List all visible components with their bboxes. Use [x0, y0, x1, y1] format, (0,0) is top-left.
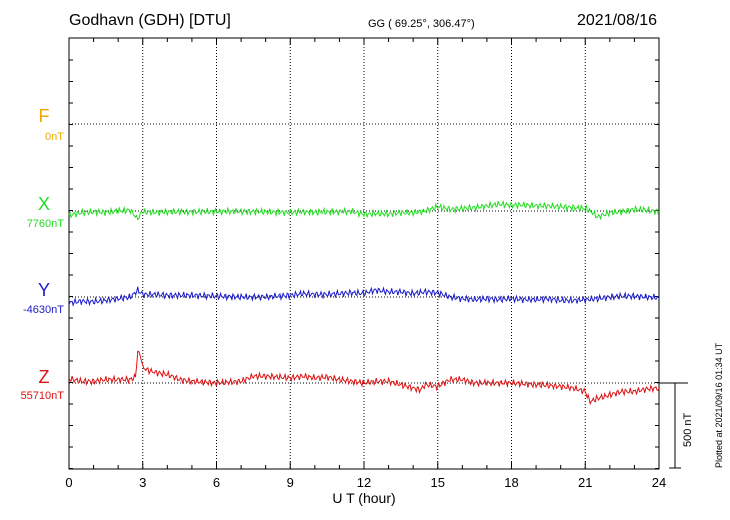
x-tick-label: 9 [287, 475, 294, 490]
component-base-f: 0nT [45, 131, 64, 143]
component-base-z: 55710nT [20, 390, 64, 402]
component-letter-f: F [38, 106, 50, 126]
x-tick-label: 0 [65, 475, 72, 490]
x-tick-labels: 0 3 6 9 12 15 18 21 24 [65, 475, 666, 490]
axis-ticks [68, 38, 660, 469]
plotted-timestamp: Plotted at 2021/09/16 01:34 UT [714, 342, 724, 468]
series-line-y [68, 286, 660, 307]
x-tick-label: 15 [431, 475, 445, 490]
grid-lines [69, 38, 659, 469]
x-tick-label: 3 [139, 475, 146, 490]
x-tick-label: 6 [213, 475, 220, 490]
series-lines [68, 200, 660, 406]
x-tick-label: 24 [652, 475, 666, 490]
component-base-y: -4630nT [23, 304, 64, 316]
scale-bar-label: 500 nT [682, 412, 694, 447]
series-line-z [68, 350, 660, 406]
component-letter-z: Z [38, 367, 50, 387]
x-tick-label: 12 [357, 475, 371, 490]
scale-bar [659, 382, 688, 469]
x-axis-label: U T (hour) [332, 490, 396, 506]
series-line-x [68, 200, 660, 221]
station-coordinates: GG ( 69.25°, 306.47°) [368, 18, 475, 30]
x-tick-label: 21 [578, 475, 592, 490]
component-letter-x: X [37, 194, 50, 214]
component-base-x: 7760nT [26, 218, 64, 230]
chart-date: 2021/08/16 [577, 12, 658, 29]
component-letter-y: Y [37, 280, 50, 300]
station-title: Godhavn (GDH) [DTU] [69, 12, 231, 29]
x-tick-label: 18 [504, 475, 518, 490]
